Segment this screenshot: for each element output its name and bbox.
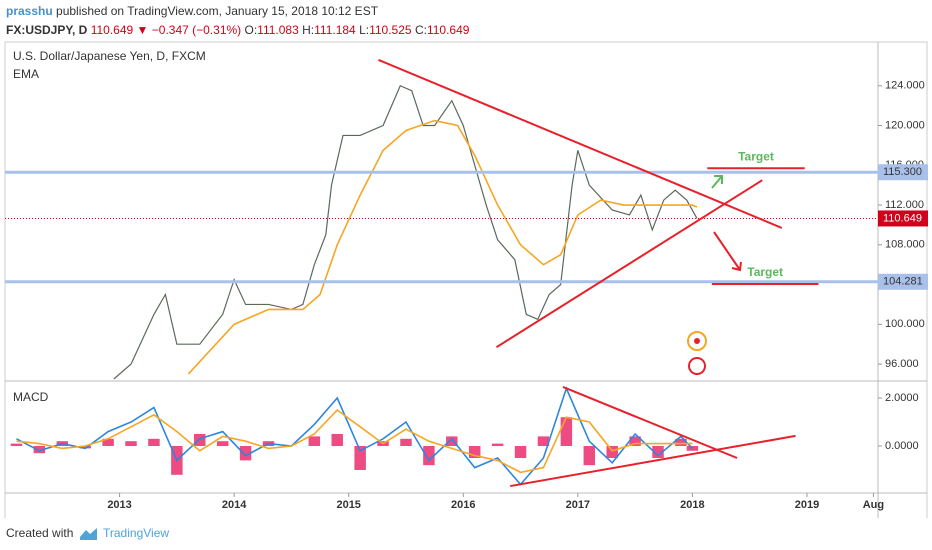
histogram-bar [652,445,664,458]
x-tick-label: Aug [863,499,884,511]
histogram-bar [675,438,687,446]
last-price-tag [878,210,928,227]
level-label: 104.281 [883,276,923,288]
created-with: Created with [6,526,74,540]
histogram-bar [606,445,618,458]
histogram-bar [239,445,252,461]
author: prasshu [6,4,53,18]
histogram-bar [308,436,321,446]
series-line [16,386,693,486]
publish-line: prasshu published on TradingView.com, Ja… [6,4,378,18]
level-tag [878,273,928,290]
y-tick-label: 124.000 [885,80,925,92]
y-tick-label: 2.0000 [885,392,919,404]
ohlc-label: L: [359,23,370,37]
ohlc-value: 111.083 [257,23,299,37]
y-tick-label: 0.0000 [885,440,919,452]
y-tick-label: 96.000 [885,358,919,370]
series-line [16,408,693,474]
x-tick-label: 2019 [795,499,819,511]
ohlc-label: O: [244,23,258,37]
y-tick-label: 112.000 [885,199,924,211]
last-price-label: 110.649 [883,212,922,224]
histogram-bar [354,445,366,470]
event-icon-dot [694,338,700,344]
target-label: Target [738,149,774,163]
chart: 96.000100.000104.000108.000112.000116.00… [4,41,928,518]
x-tick-label: 2016 [451,499,475,511]
histogram-bar [79,445,91,449]
histogram-bar [423,445,435,466]
plot [113,84,698,380]
last: 110.649 [90,23,134,37]
trendline [562,386,738,459]
ohlc-value: 110.649 [426,23,470,37]
histogram-bar [446,436,458,446]
ohlc-value: 110.525 [369,23,412,37]
histogram-bar [560,417,573,446]
frame [4,41,928,518]
trendline [495,179,763,349]
ohlc: O:111.083 H:111.184 L:110.525 C:110.649 [245,23,470,37]
histogram-bar [148,438,160,446]
pane-title: MACD [13,390,49,404]
series-line [187,119,698,375]
up-arrow [711,175,723,189]
y-tick-label: 108.000 [885,239,925,251]
logo [80,528,97,540]
pane-title: U.S. Dollar/Japanese Yen, D, FXCM [13,49,206,63]
histogram-bar [583,445,596,466]
legend-entry: EMA [13,67,39,81]
level-label: 115.300 [883,166,922,178]
histogram-bar [629,436,641,446]
published: published on TradingView.com, January 15… [56,4,379,18]
histogram-bar [331,433,343,446]
series-line [113,84,698,380]
histogram-bar [400,438,412,446]
event-icon [687,331,707,351]
y-tick-label: 100.000 [885,318,925,330]
ohlc-label: H: [302,23,315,37]
plot [10,386,699,486]
target-label: Target [747,265,783,279]
histogram-bar [216,441,229,446]
histogram-bar [125,441,137,446]
histogram-bar [491,443,504,446]
x-tick-label: 2018 [680,499,704,511]
brand[interactable]: TradingView [103,526,170,540]
histogram-bar [468,445,481,458]
histogram-bar [33,445,46,454]
ohlc-value: 111.184 [314,23,356,37]
ohlc-label: C: [414,23,427,37]
y-tick-label: 120.000 [885,119,925,131]
histogram-bar [514,445,527,458]
change: ▼ −0.347 (−0.31%) [136,23,242,37]
flag-icon [688,357,706,375]
histogram-bar [10,443,23,446]
symbol: FX:USDJPY, D [6,23,88,37]
x-tick-label: 2013 [107,499,131,511]
histogram-bar [537,436,550,446]
quote-line: FX:USDJPY, D 110.649 ▼ −0.347 (−0.31%) O… [6,23,469,37]
histogram-bar [194,433,206,446]
level-tag [878,164,928,181]
x-tick-label: 2014 [222,499,247,511]
footer: Created with TradingView [0,518,932,550]
histogram-bar [102,438,114,446]
x-tick-label: 2017 [566,499,590,511]
x-tick-label: 2015 [336,499,360,511]
trendline [378,58,783,229]
down-arrow [713,231,742,272]
trendline [510,434,796,488]
